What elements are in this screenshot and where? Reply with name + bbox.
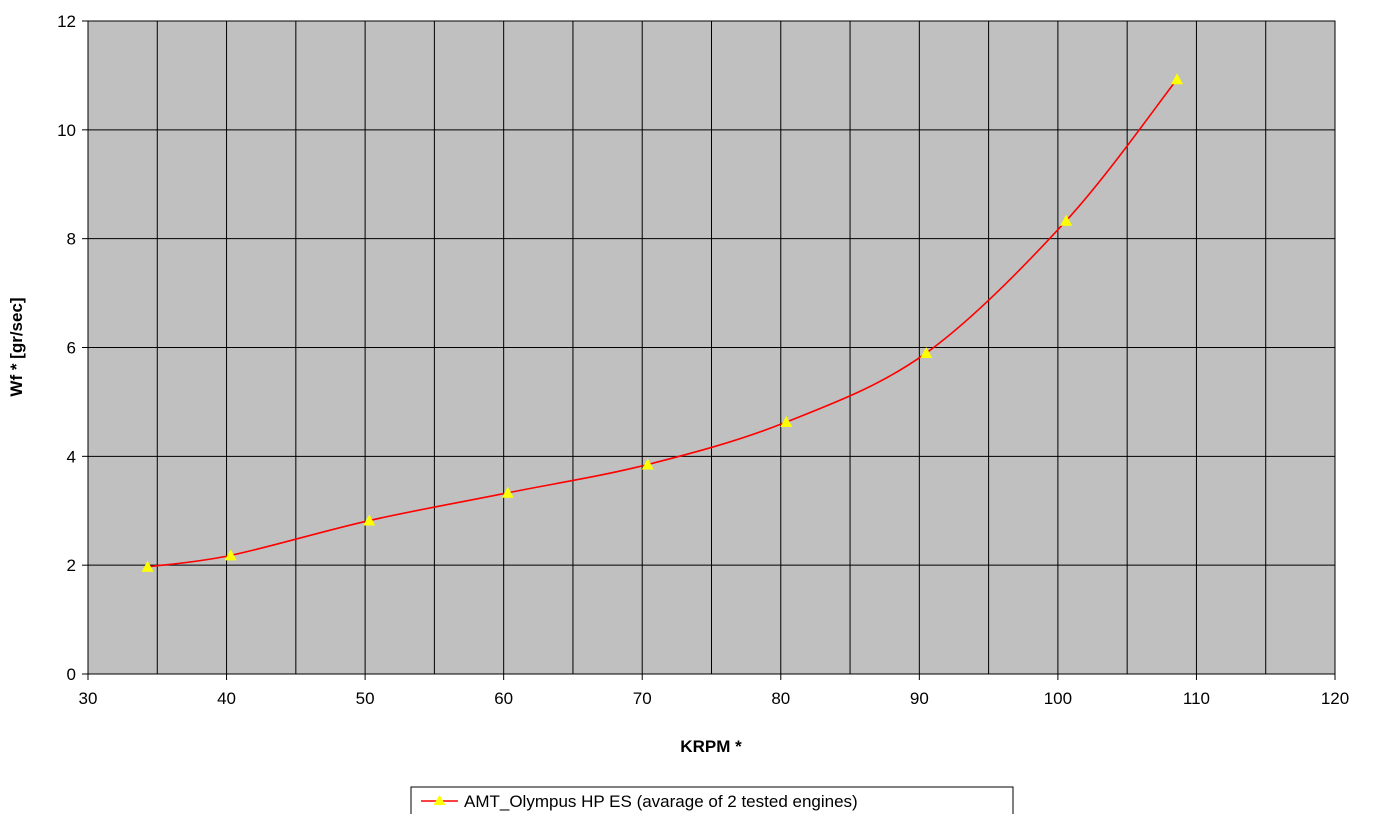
x-tick-label: 90 xyxy=(910,689,929,708)
data-point-marker xyxy=(1060,214,1073,226)
series-line xyxy=(147,78,1178,568)
data-point-marker xyxy=(920,346,933,358)
y-tick-label: 10 xyxy=(57,121,76,140)
x-axis-ticks: 30 40 50 60 70 80 90 100 110 120 xyxy=(79,674,1349,708)
y-axis-ticks: 0 2 4 6 8 10 12 xyxy=(57,12,88,684)
x-tick-label: 70 xyxy=(633,689,652,708)
x-tick-label: 30 xyxy=(79,689,98,708)
legend-label: AMT_Olympus HP ES (avarage of 2 tested e… xyxy=(464,792,858,811)
y-tick-label: 4 xyxy=(67,447,76,466)
data-point-marker xyxy=(1171,73,1184,85)
legend-box xyxy=(410,786,1014,814)
data-point-marker xyxy=(141,560,154,572)
series-markers xyxy=(141,73,1184,572)
x-tick-label: 110 xyxy=(1183,689,1210,708)
y-tick-label: 0 xyxy=(67,665,76,684)
y-tick-label: 8 xyxy=(67,230,76,249)
data-point-marker xyxy=(780,416,793,428)
y-axis-title: Wf * [gr/sec] xyxy=(7,297,26,396)
data-point-marker xyxy=(224,549,237,561)
x-tick-label: 60 xyxy=(494,689,513,708)
x-tick-label: 50 xyxy=(356,689,375,708)
y-tick-label: 6 xyxy=(67,339,76,358)
legend-marker-swatch xyxy=(433,795,446,805)
data-point-marker xyxy=(501,486,514,498)
x-tick-label: 100 xyxy=(1044,689,1072,708)
x-tick-label: 80 xyxy=(771,689,790,708)
x-axis-title: KRPM * xyxy=(680,737,742,756)
data-point-marker xyxy=(363,514,376,526)
data-point-marker xyxy=(641,458,654,470)
gridlines xyxy=(88,21,1335,674)
legend: AMT_Olympus HP ES (avarage of 2 tested e… xyxy=(410,786,1014,814)
y-tick-label: 2 xyxy=(67,556,76,575)
x-tick-label: 40 xyxy=(217,689,236,708)
x-tick-label: 120 xyxy=(1321,689,1349,708)
y-tick-label: 12 xyxy=(57,12,76,31)
